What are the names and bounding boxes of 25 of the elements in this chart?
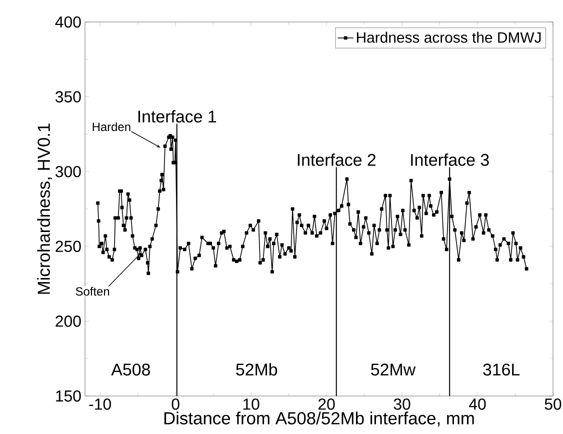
x-tick-label: 20 [318, 398, 335, 410]
annotation: 52Mw [371, 364, 416, 376]
ref-line-label: Interface 2 [298, 153, 376, 166]
annotation: Harden [92, 122, 130, 132]
y-axis-title: Microhardness, HV0.1 [37, 124, 52, 294]
x-tick-label: 50 [544, 398, 562, 410]
x-tick-label: -10 [89, 398, 111, 410]
x-axis-title: Distance from A508/52Mb interface, mm [164, 412, 474, 427]
y-tick-label: 300 [55, 166, 81, 178]
annotation: 316L [483, 364, 520, 376]
legend-label: Hardness across the DMWJ [356, 32, 541, 43]
annotation: 52Mb [236, 363, 278, 376]
ref-line-label: Interface 3 [411, 153, 489, 166]
y-tick-label: 350 [55, 91, 81, 102]
ref-line-label: Interface 1 [138, 110, 216, 123]
x-tick-label: 30 [394, 398, 410, 410]
x-tick-label: 40 [469, 398, 486, 410]
x-tick-label: 10 [243, 398, 260, 410]
y-tick-label: 200 [56, 316, 81, 327]
y-tick-label: 250 [56, 240, 81, 252]
x-tick-label: 0 [172, 398, 180, 410]
y-tick-label: 150 [56, 390, 81, 402]
y-tick-label: 400 [55, 16, 81, 28]
annotation: A508 [111, 364, 150, 376]
annotation: Soften [76, 286, 110, 296]
